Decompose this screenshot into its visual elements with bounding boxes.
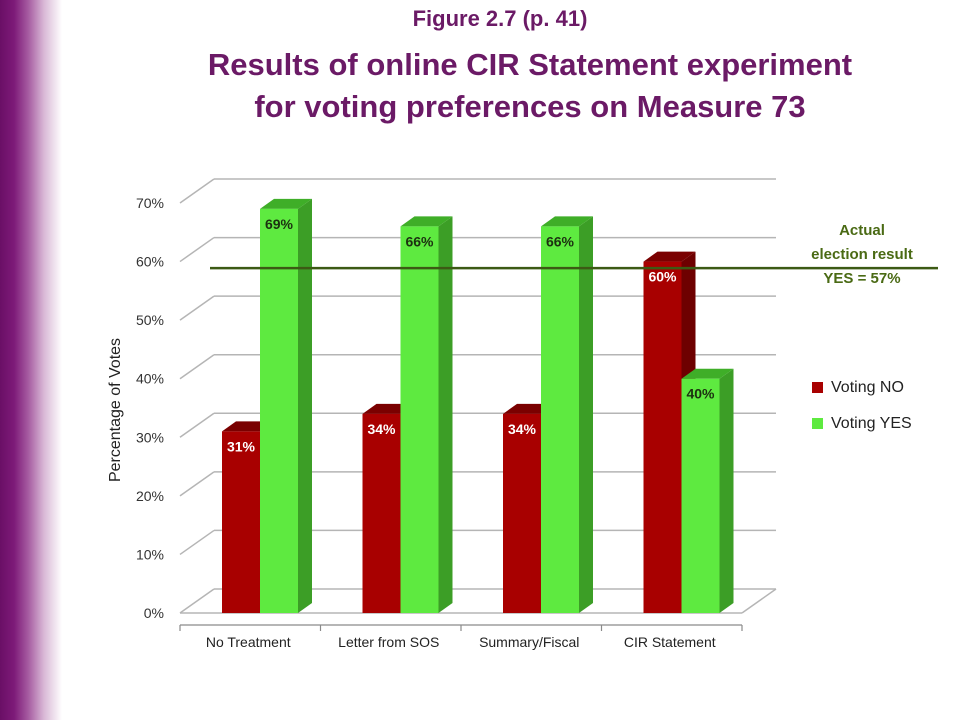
bar-yes xyxy=(541,226,579,613)
figure-label: Figure 2.7 (p. 41) xyxy=(412,6,588,31)
bar-no xyxy=(643,261,682,613)
gridline-slant xyxy=(179,471,215,497)
y-tick-label: 60% xyxy=(136,254,164,270)
bar-yes xyxy=(400,226,439,613)
bar-no xyxy=(362,413,401,613)
y-tick-label: 20% xyxy=(136,488,164,504)
data-label-yes: 66% xyxy=(405,233,434,249)
legend-swatch-no xyxy=(812,382,823,393)
bar-yes-side xyxy=(719,368,734,613)
gridline-slant xyxy=(179,178,215,204)
bar-yes xyxy=(681,378,720,613)
y-tick-label: 40% xyxy=(136,371,164,387)
x-tick-label: No Treatment xyxy=(206,634,291,650)
reference-annotation: election result xyxy=(811,246,913,263)
data-label-yes: 69% xyxy=(265,216,294,232)
legend-label-no: Voting NO xyxy=(831,379,904,396)
y-tick-label: 70% xyxy=(136,195,164,211)
side-decoration-band xyxy=(0,0,62,720)
y-axis-label: Percentage of Votes xyxy=(107,338,124,482)
y-tick-label: 10% xyxy=(136,546,164,562)
gridline-slant xyxy=(179,236,215,263)
y-tick-label: 0% xyxy=(144,605,164,621)
gridline-slant xyxy=(179,295,215,321)
bar-yes-side xyxy=(438,216,453,613)
gridline-slant xyxy=(179,354,215,380)
bar-no xyxy=(222,431,260,613)
x-tick-label: Letter from SOS xyxy=(338,634,439,650)
legend-swatch-yes xyxy=(812,418,823,429)
bar-no-top xyxy=(643,251,696,262)
bar-no xyxy=(503,413,541,613)
bar-yes-top xyxy=(541,216,593,227)
bar-yes-top xyxy=(260,198,312,209)
data-label-no: 31% xyxy=(227,438,256,454)
bar-yes-top xyxy=(681,368,734,379)
bar-yes-side xyxy=(579,216,593,613)
data-label-yes: 40% xyxy=(686,386,715,402)
reference-annotation: YES = 57% xyxy=(823,270,900,287)
gridline-slant xyxy=(179,412,215,438)
legend-label-yes: Voting YES xyxy=(831,415,912,432)
bar-yes-side xyxy=(298,198,312,613)
y-tick-label: 50% xyxy=(136,312,164,328)
chart-title-line-2: for voting preferences on Measure 73 xyxy=(254,89,806,124)
x-tick-label: CIR Statement xyxy=(624,634,716,650)
x-tick-label: Summary/Fiscal xyxy=(479,634,579,650)
bar-yes xyxy=(260,208,298,613)
gridline-slant xyxy=(179,529,215,556)
floor-right-edge xyxy=(741,588,777,614)
bar-yes-top xyxy=(400,216,453,227)
reference-annotation: Actual xyxy=(839,222,885,239)
data-label-yes: 66% xyxy=(546,233,575,249)
gridline-slant xyxy=(179,588,215,614)
chart-title: Results of online CIR Statement experime… xyxy=(120,44,940,128)
y-tick-label: 30% xyxy=(136,429,164,445)
data-label-no: 34% xyxy=(508,421,537,437)
data-label-no: 60% xyxy=(648,269,677,285)
chart-title-line-1: Results of online CIR Statement experime… xyxy=(207,47,853,82)
data-label-no: 34% xyxy=(367,421,396,437)
